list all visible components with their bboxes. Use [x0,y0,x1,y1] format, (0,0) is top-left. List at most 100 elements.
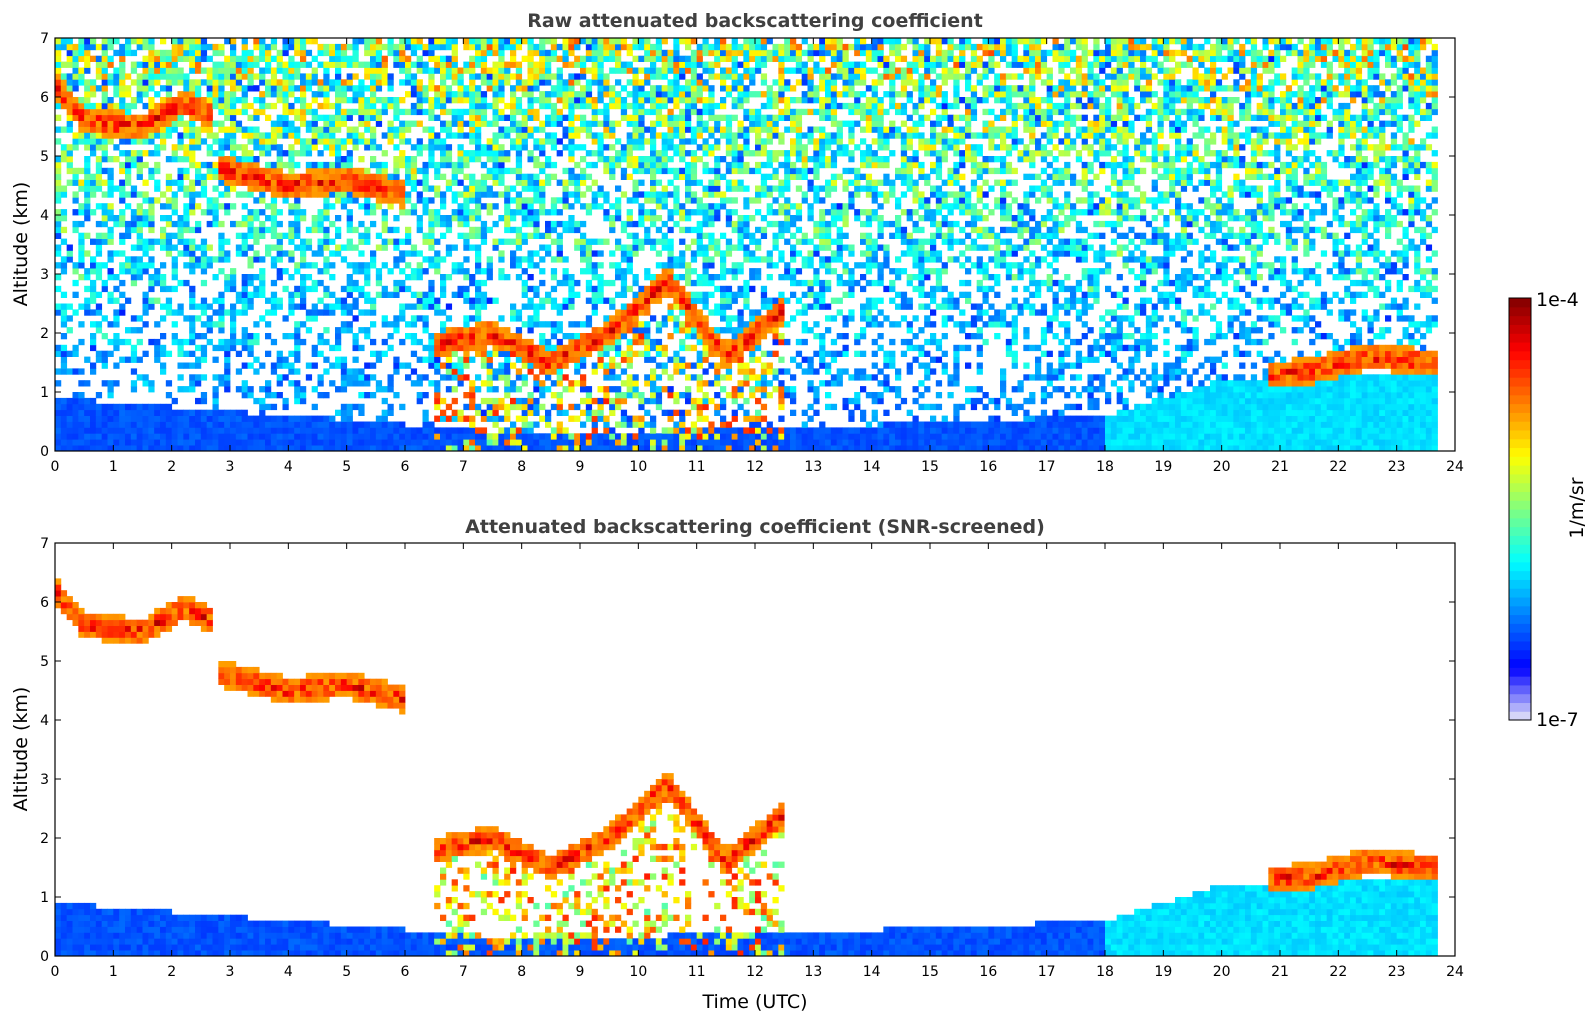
heatmap-cell [90,114,97,121]
heatmap-cell [580,256,587,263]
heatmap-cell [410,268,418,275]
heatmap-cell [632,108,639,116]
heatmap-cell [218,380,225,387]
heatmap-cell [195,262,202,269]
heatmap-cell [171,333,178,340]
heatmap-cell [142,132,149,139]
heatmap-cell [405,262,412,269]
heatmap-cell [510,226,517,234]
heatmap-cell [55,114,62,121]
heatmap-cell [533,374,540,381]
heatmap-cell [335,150,342,157]
heatmap-cell [218,344,225,352]
heatmap-cell [235,427,243,434]
heatmap-cell [119,220,126,228]
heatmap-cell [451,291,458,298]
heatmap-cell [177,226,184,234]
heatmap-cell [90,333,97,340]
heatmap-cell [492,79,499,86]
heatmap-cell [410,274,418,281]
heatmap-cell [556,179,563,186]
heatmap-cell [370,156,377,163]
heatmap-cell [247,114,254,121]
heatmap-cell [136,203,143,210]
heatmap-cell [486,368,493,375]
heatmap-cell [568,91,575,98]
heatmap-cell [620,250,628,257]
heatmap-cell [84,215,91,222]
heatmap-cell [72,226,79,234]
heatmap-cell [329,238,336,245]
heatmap-cell [165,61,173,68]
heatmap-cell [539,279,546,287]
heatmap-cell [673,356,680,363]
heatmap-cell [463,433,470,440]
heatmap-cell [183,73,190,80]
heatmap-cell [399,67,406,74]
heatmap-cell [469,108,476,116]
heatmap-cell [498,108,505,116]
heatmap-cell [154,321,161,328]
heatmap-cell [200,38,208,45]
heatmap-cell [300,421,307,428]
heatmap-cell [457,439,464,446]
heatmap-cell [521,380,528,387]
heatmap-cell [475,250,482,257]
heatmap-cell [440,126,447,133]
heatmap-cell [574,61,581,68]
heatmap-cell [218,108,225,116]
heatmap-cell [696,220,703,228]
heatmap-cell [609,203,616,210]
heatmap-cell [165,132,173,139]
heatmap-cell [632,327,639,334]
heatmap-cell [183,38,190,45]
heatmap-cell [335,433,342,440]
heatmap-cell [585,279,593,287]
heatmap-cell [241,203,248,210]
heatmap-cell [352,338,359,346]
heatmap-cell [101,61,108,68]
heatmap-cell [72,55,79,62]
heatmap-cell [329,61,336,68]
heatmap-cell [60,309,68,316]
heatmap-cell [183,132,190,139]
heatmap-cell [515,274,523,281]
heatmap-cell [189,114,196,121]
heatmap-cell [469,380,476,387]
heatmap-cell [125,179,132,186]
heatmap-cell [72,415,79,422]
heatmap-cell [60,238,68,245]
heatmap-cell [615,102,622,110]
heatmap-cell [521,415,528,422]
heatmap-cell [66,303,73,310]
heatmap-cell [510,439,517,446]
heatmap-cell [422,232,429,239]
heatmap-cell [533,209,540,216]
heatmap-cell [556,79,563,86]
heatmap-cell [603,374,610,381]
heatmap-cell [370,161,377,169]
heatmap-cell [527,321,534,328]
heatmap-cell [329,114,336,121]
heatmap-cell [317,374,324,381]
heatmap-cell [212,309,219,316]
heatmap-cell [708,445,715,451]
heatmap-cell [317,226,324,234]
heatmap-cell [609,91,616,98]
heatmap-cell [690,315,698,322]
heatmap-cell [177,108,184,116]
heatmap-cell [352,279,359,287]
heatmap-cell [550,380,558,387]
heatmap-cell [107,43,114,51]
heatmap-cell [521,279,528,287]
heatmap-cell [107,297,114,304]
heatmap-cell [527,97,534,104]
heatmap-cell [533,291,540,298]
heatmap-cell [387,226,394,234]
heatmap-cell [422,61,429,68]
heatmap-cell [189,333,196,340]
heatmap-cell [136,79,143,86]
heatmap-cell [346,427,353,434]
heatmap-cell [545,120,552,127]
heatmap-cell [644,38,651,45]
